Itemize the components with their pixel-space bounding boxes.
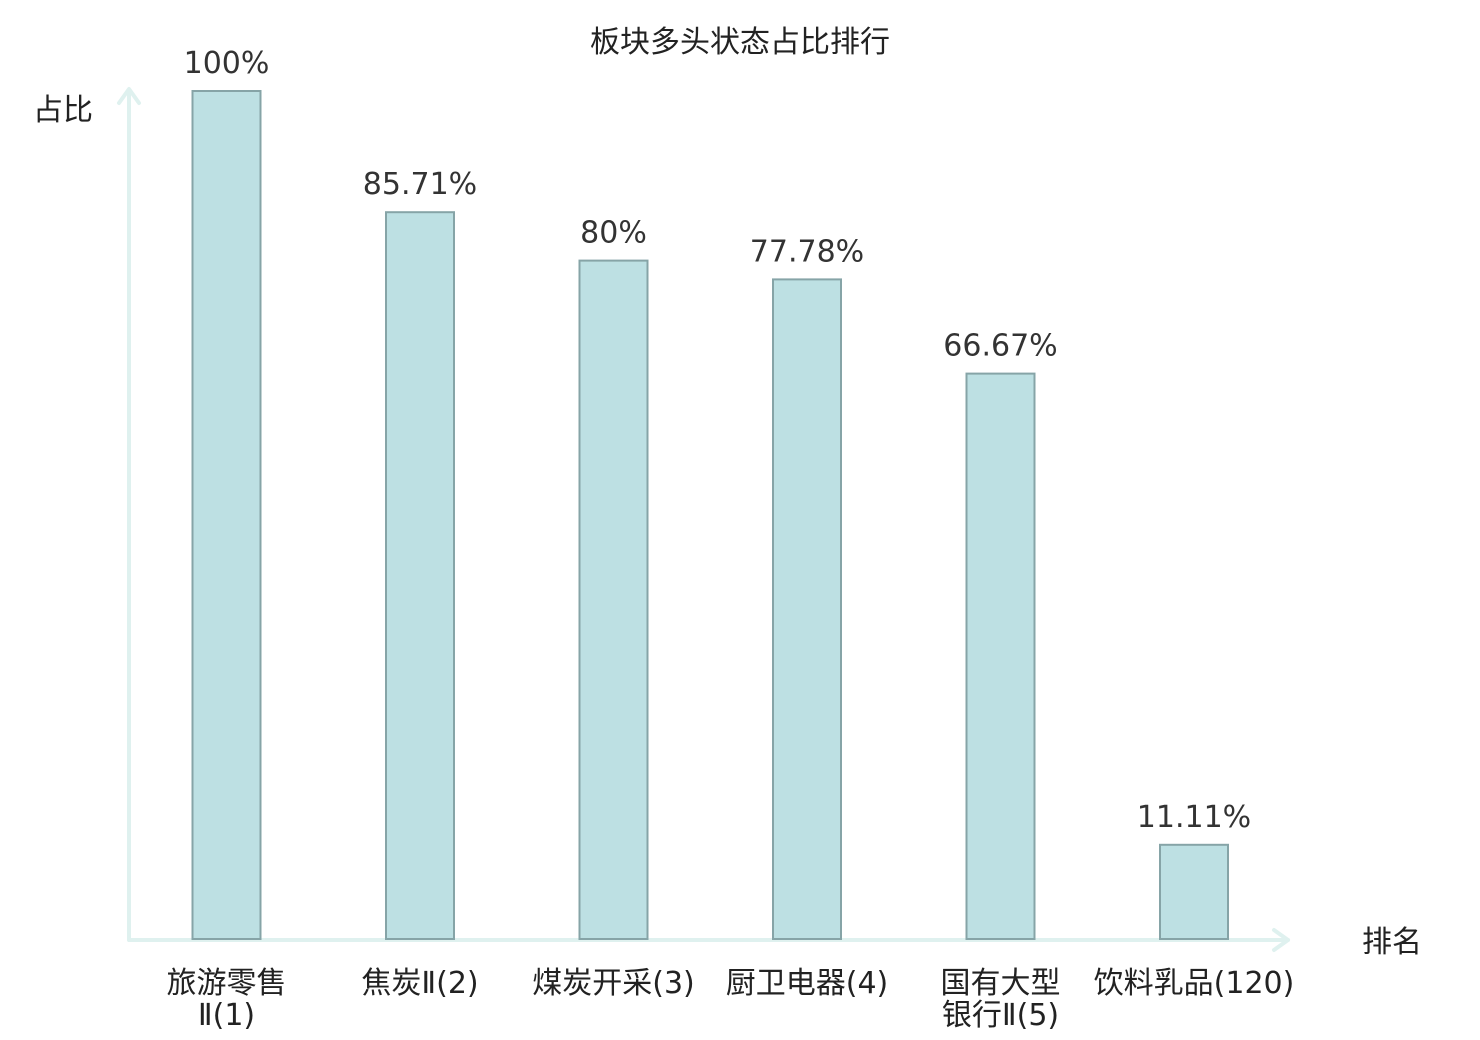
x-tick-label: 焦炭Ⅱ(2) [361,966,478,1001]
category-labels: 旅游零售 Ⅱ(1) 焦炭Ⅱ(2) 煤炭开采(3) 厨卫电器(4) 国有大型银行Ⅱ(5) 饮料… [167,966,1295,1033]
x-tick-label-line: 煤炭开采(3) [532,966,695,1001]
x-axis-label: 排名 [1362,925,1422,960]
bar-value-label: 77.78% [750,234,864,269]
bar [191,90,262,940]
chart-title: 板块多头状态占比排行 [590,25,890,60]
value-labels: 100% 85.71% 80% 77.78% 66.67% 11.11% [184,46,1252,835]
y-axis-label: 占比 [33,93,93,128]
bar-value-label: 85.71% [363,167,477,202]
bar [385,211,455,940]
x-tick-label: 旅游零售 Ⅱ(1) [167,966,287,1033]
x-tick-label-line: 旅游零售 [167,966,287,1001]
x-tick-label: 厨卫电器(4) [726,966,889,1001]
bar [965,372,1036,941]
x-tick-label: 饮料乳品(120) [1094,966,1295,1001]
x-axis-arrowhead [1272,928,1290,952]
bar-value-label: 11.11% [1137,800,1251,835]
bar [772,278,842,940]
bar-series [191,90,1229,941]
bar-value-label: 80% [580,216,647,251]
x-tick-label-line: 厨卫电器(4) [726,966,889,1001]
bar [1159,843,1229,940]
x-tick-label-line: 银行Ⅱ(5) [942,998,1059,1033]
x-tick-label: 国有大型银行Ⅱ(5) [941,966,1061,1033]
bar [578,259,649,941]
x-tick-label-line: 焦炭Ⅱ(2) [361,966,478,1001]
x-tick-label-line: 国有大型 [941,966,1061,1001]
bar-value-label: 100% [184,46,270,81]
x-tick-label: 煤炭开采(3) [532,966,695,1001]
bar-value-label: 66.67% [943,329,1057,364]
x-tick-label-line: 饮料乳品(120) [1094,966,1295,1001]
x-tick-label-line: Ⅱ(1) [198,998,255,1033]
